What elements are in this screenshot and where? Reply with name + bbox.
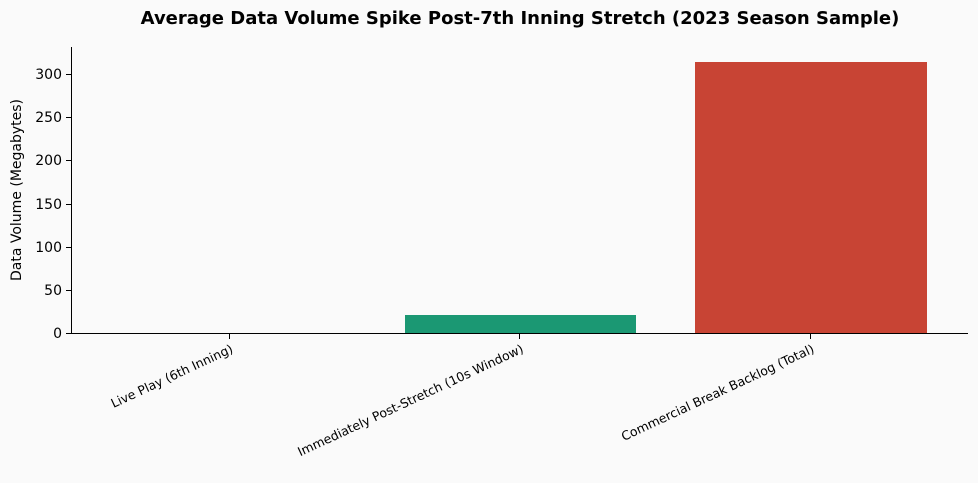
y-tick <box>66 160 71 161</box>
y-tick <box>66 247 71 248</box>
y-tick-label: 0 <box>53 326 62 342</box>
x-tick <box>229 334 230 339</box>
bar-post-stretch <box>405 315 636 333</box>
y-tick <box>66 290 71 291</box>
y-tick-label: 300 <box>35 67 62 83</box>
y-tick <box>66 333 71 334</box>
x-tick-label: Live Play (6th Inning) <box>108 341 236 411</box>
y-tick <box>66 204 71 205</box>
bar-commercial-backlog <box>695 62 927 333</box>
x-tick-label: Commercial Break Backlog (Total) <box>618 341 817 444</box>
y-axis-line <box>71 47 72 334</box>
y-tick <box>66 74 71 75</box>
chart-title: Average Data Volume Spike Post-7th Innin… <box>140 8 900 29</box>
x-tick <box>810 334 811 339</box>
y-tick-label: 200 <box>35 153 62 169</box>
y-tick-label: 100 <box>35 240 62 256</box>
x-tick-label: Immediately Post-Stretch (10s Window) <box>294 341 526 460</box>
y-tick <box>66 117 71 118</box>
x-tick <box>519 334 520 339</box>
y-tick-label: 150 <box>35 197 62 213</box>
y-tick-label: 50 <box>44 283 62 299</box>
x-axis-line <box>71 333 968 334</box>
y-tick-label: 250 <box>35 110 62 126</box>
